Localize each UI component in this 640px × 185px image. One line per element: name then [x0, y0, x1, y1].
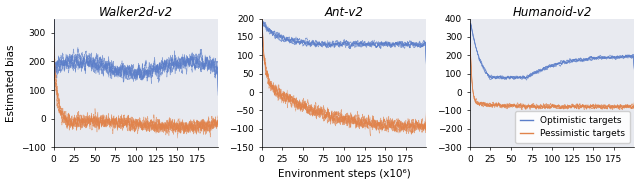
Legend: Optimistic targets, Pessimistic targets: Optimistic targets, Pessimistic targets — [515, 111, 630, 143]
Y-axis label: Estimated bias: Estimated bias — [6, 44, 15, 122]
Title: Walker2d-v2: Walker2d-v2 — [99, 6, 173, 18]
Title: Humanoid-v2: Humanoid-v2 — [513, 6, 592, 18]
X-axis label: Environment steps (x10⁶): Environment steps (x10⁶) — [278, 169, 410, 179]
Title: Ant-v2: Ant-v2 — [324, 6, 364, 18]
